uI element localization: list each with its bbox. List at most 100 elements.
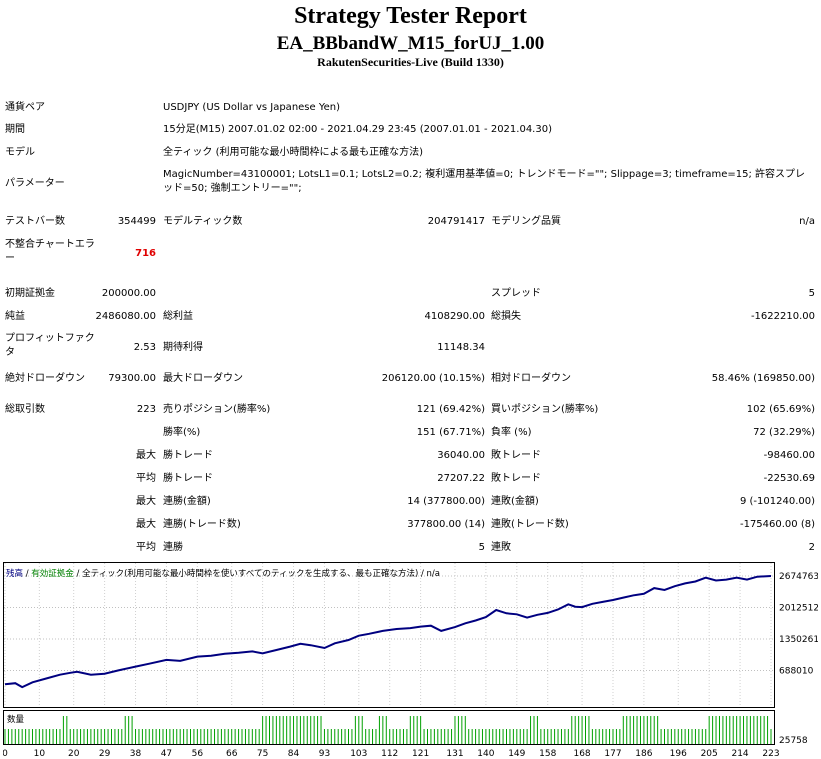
params-value: MagicNumber=43100001; LotsL1=0.1; LotsL2… [163, 169, 806, 194]
x-tick-label: 66 [226, 749, 238, 759]
x-tick-label: 38 [130, 749, 142, 759]
legend-quality: / n/a [418, 569, 440, 579]
period-value: 15分足(M15) 2007.01.02 02:00 - 2021.04.29 … [163, 124, 552, 135]
net-label: 純益 [5, 311, 25, 322]
long-label: 買いポジション(勝率%) [491, 404, 599, 415]
avg-win-label: 勝トレード [163, 473, 213, 484]
x-tick-label: 149 [508, 749, 525, 759]
short-label: 売りポジション(勝率%) [163, 404, 271, 415]
x-tick-label: 112 [381, 749, 398, 759]
x-tick-label: 75 [257, 749, 268, 759]
largest-loss-label: 敗トレード [491, 450, 541, 461]
avg-win-value: 27207.22 [437, 473, 485, 484]
legend-model: 全ティック(利用可能な最小時間枠を使いすべてのティックを生成する、最も正確な方法… [82, 568, 418, 579]
ticks-value: 204791417 [427, 216, 485, 227]
rel-dd-label: 相対ドローダウン [491, 373, 571, 384]
largest-win-label: 勝トレード [163, 450, 213, 461]
max-dd-label: 最大ドローダウン [163, 373, 243, 384]
y-tick-labels: 2674763 2012512 1350261 688010 25758 [779, 572, 818, 746]
avg-consec-losses-label: 連敗 [491, 542, 511, 553]
symbol-label: 通貨ペア [5, 102, 45, 113]
abs-dd-label: 絶対ドローダウン [5, 373, 85, 384]
x-tick-label: 196 [670, 749, 687, 759]
quality-value: n/a [799, 216, 815, 227]
balance-line [4, 575, 772, 689]
max-label-2: 最大 [136, 496, 156, 507]
y-tick-label: 688010 [779, 666, 814, 676]
max-label-3: 最大 [136, 519, 156, 530]
ticks-label: モデルティック数 [163, 216, 243, 227]
avg-loss-label: 敗トレード [491, 473, 541, 484]
legend-separator-2: / [74, 569, 82, 579]
x-tick-label: 0 [3, 749, 8, 759]
bars-value: 354499 [117, 216, 156, 227]
net-value: 2486080.00 [95, 311, 156, 322]
short-value: 121 (69.42%) [416, 404, 485, 415]
x-tick-label: 121 [412, 749, 429, 759]
consec-loss-value: -175460.00 (8) [739, 519, 815, 530]
largest-win-value: 36040.00 [437, 450, 485, 461]
params-label: パラメーター [5, 178, 65, 189]
consec-profit-value: 377800.00 (14) [407, 519, 485, 530]
x-tick-label: 223 [762, 749, 779, 759]
consec-profit-label: 連勝(トレード数) [163, 519, 241, 530]
symbol-value: USDJPY (US Dollar vs Japanese Yen) [163, 102, 341, 113]
rel-dd-value: 58.46% (169850.00) [711, 373, 815, 384]
x-tick-label: 168 [573, 749, 590, 759]
legend-equity: 有効証拠金 [31, 568, 74, 579]
win-value: 151 (67.71%) [416, 427, 485, 438]
volume-label: 数量 [7, 714, 25, 725]
mismatch-value: 716 [135, 248, 156, 259]
x-tick-label: 131 [446, 749, 463, 759]
avg-consec-losses-value: 2 [808, 542, 815, 553]
y-tick-label: 2012512 [779, 604, 818, 614]
consec-loss-label: 連敗(トレード数) [491, 519, 569, 530]
max-label-1: 最大 [136, 450, 156, 461]
x-tick-label: 20 [68, 749, 80, 759]
quality-label: モデリング品質 [491, 216, 561, 227]
main-plot-frame [3, 562, 775, 708]
x-tick-label: 29 [99, 749, 111, 759]
avg-loss-value: -22530.69 [763, 473, 815, 484]
volume-bars [4, 716, 772, 744]
win-label: 勝率(%) [163, 427, 201, 438]
consec-losses-value: 9 (-101240.00) [739, 496, 815, 507]
y-tick-label: 1350261 [779, 635, 818, 645]
loss-label: 負率 (%) [491, 427, 532, 438]
x-tick-label: 177 [604, 749, 621, 759]
abs-dd-value: 79300.00 [108, 373, 156, 384]
ea-name: EA_BBbandW_M15_forUJ_1.00 [276, 33, 545, 54]
x-tick-label: 205 [701, 749, 718, 759]
deposit-label: 初期証拠金 [5, 288, 55, 299]
report-title: Strategy Tester Report [294, 3, 527, 29]
consec-wins-label: 連勝(金額) [163, 496, 211, 507]
x-tick-label: 93 [319, 749, 330, 759]
gross-loss-value: -1622210.00 [750, 311, 815, 322]
pf-value: 2.53 [133, 342, 156, 353]
x-tick-label: 158 [539, 749, 556, 759]
bars-label: テストバー数 [5, 216, 65, 227]
avg-label-2: 平均 [136, 542, 156, 553]
gross-loss-label: 総損失 [491, 311, 521, 322]
volume-plot-frame [3, 710, 775, 745]
x-tick-label: 56 [192, 749, 204, 759]
x-tick-label: 84 [288, 749, 300, 759]
avg-label-1: 平均 [136, 473, 156, 484]
max-dd-value: 206120.00 (10.15%) [381, 373, 485, 384]
total-trades-label: 総取引数 [5, 404, 45, 415]
long-value: 102 (65.69%) [746, 404, 815, 415]
spread-label: スプレッド [491, 288, 541, 299]
balance-chart: 残高 / 有効証拠金 / 全ティック(利用可能な最小時間枠を使いすべてのティック… [3, 562, 818, 759]
deposit-value: 200000.00 [101, 288, 156, 299]
x-tick-label: 103 [350, 749, 367, 759]
chart-legend: 残高 / 有効証拠金 / 全ティック(利用可能な最小時間枠を使いすべてのティック… [6, 568, 440, 579]
largest-loss-value: -98460.00 [763, 450, 815, 461]
period-label: 期間 [5, 124, 25, 135]
x-tick-label: 10 [34, 749, 46, 759]
legend-separator-1: / [23, 569, 31, 579]
consec-losses-label: 連敗(金額) [491, 496, 539, 507]
legend-balance: 残高 [6, 568, 23, 579]
payoff-label: 期待利得 [163, 342, 203, 353]
x-tick-label: 214 [731, 749, 748, 759]
x-tick-label: 186 [635, 749, 652, 759]
